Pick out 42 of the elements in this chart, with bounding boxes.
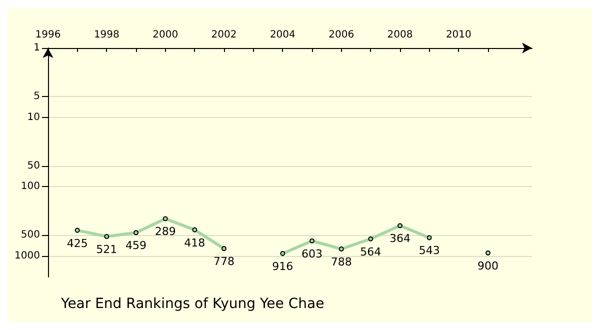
data-label: 418 <box>184 236 206 250</box>
data-label: 459 <box>126 239 146 252</box>
point <box>134 230 138 236</box>
point <box>426 235 432 240</box>
data-label: 900 <box>478 259 498 272</box>
point <box>338 246 344 252</box>
data-label: 788 <box>330 255 352 268</box>
point <box>192 227 198 232</box>
point <box>486 250 490 256</box>
y-tick-label: 500 <box>20 230 40 241</box>
data-label: 364 <box>390 232 410 246</box>
data-label: 543 <box>418 244 440 258</box>
y-tick-label: 50 <box>27 160 40 172</box>
data-label: 916 <box>272 260 294 273</box>
x-tick-label: 2004 <box>270 30 296 40</box>
y-tick-label: 1 <box>34 42 40 54</box>
x-tick-label: 2008 <box>387 30 413 40</box>
point <box>74 228 80 233</box>
data-label: 289 <box>154 225 176 238</box>
x-tick-label: 2006 <box>328 30 354 40</box>
point <box>162 216 168 222</box>
x-tick-label: 1996 <box>35 30 61 40</box>
data-label: 564 <box>360 245 382 258</box>
y-tick-label: 5 <box>34 90 40 102</box>
x-tick-label: 2002 <box>211 30 237 40</box>
text: Year End Rankings of Kyung Yee Chae <box>60 296 324 312</box>
point <box>398 223 402 228</box>
point <box>280 250 286 256</box>
data-label: 521 <box>96 242 118 256</box>
point <box>104 234 110 239</box>
data-label: 425 <box>66 236 88 250</box>
point <box>222 246 226 252</box>
x-tick-label: 2000 <box>152 30 178 40</box>
point <box>310 238 314 244</box>
point <box>368 236 374 242</box>
x-tick-label: 1998 <box>94 30 120 40</box>
data-label: 778 <box>214 255 234 268</box>
y-tick-label: 100 <box>20 181 40 192</box>
y-tick-label: 1000 <box>14 250 40 262</box>
data-label: 603 <box>302 247 322 260</box>
x-tick-label: 2010 <box>446 30 472 40</box>
y-tick-label: 10 <box>27 112 40 123</box>
